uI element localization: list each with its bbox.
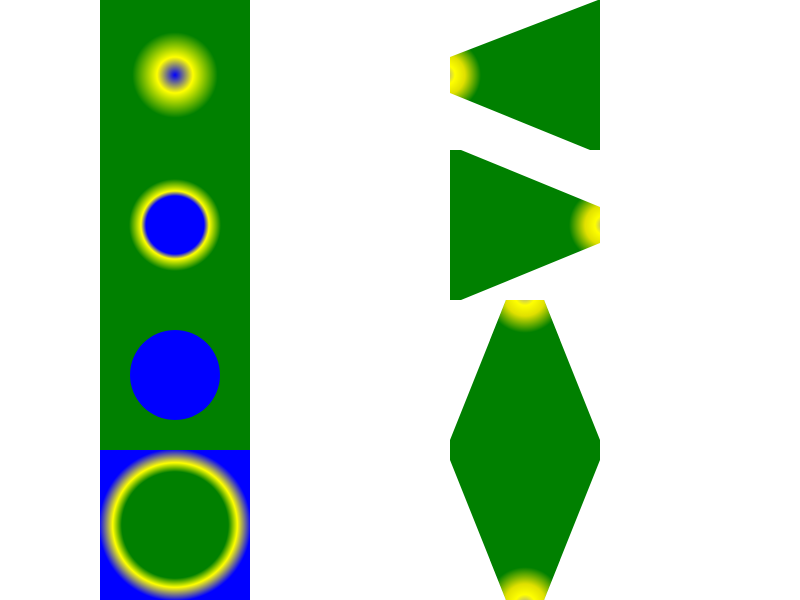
right-wedge	[450, 150, 600, 300]
diamond-top	[490, 300, 560, 340]
diamond-body	[450, 300, 600, 600]
gradient-square	[100, 450, 250, 600]
gradient-square	[100, 150, 250, 300]
diamond	[450, 300, 600, 600]
gradient-square	[100, 0, 250, 150]
diamond-bottom	[490, 560, 560, 600]
left-wedge	[450, 0, 600, 150]
disk	[130, 330, 220, 420]
